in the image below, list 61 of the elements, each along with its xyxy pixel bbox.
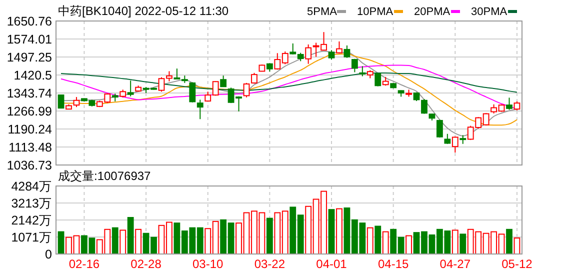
legend-label: 20PMA	[414, 6, 451, 18]
legend-label: 30PMA	[471, 6, 508, 18]
y-tick-label: 0	[45, 247, 52, 262]
candlestick	[351, 58, 358, 73]
y-tick-label: 1071万	[11, 230, 52, 244]
y-tick-label: 3213万	[11, 196, 52, 210]
bar	[460, 234, 466, 254]
bar	[336, 208, 342, 254]
bar	[382, 231, 389, 254]
candlestick	[421, 98, 428, 114]
candlestick	[359, 66, 366, 77]
bar	[366, 227, 374, 254]
y-tick-label: 1190.24	[8, 122, 52, 136]
bar	[328, 209, 335, 254]
y-tick-label: 1266.99	[6, 104, 52, 118]
x-tick-label: 02-28	[130, 257, 162, 271]
candlestick	[196, 99, 204, 120]
candlestick	[444, 133, 451, 144]
y-tick-label: 1650.76	[6, 14, 52, 28]
x-tick-label: 04-27	[440, 257, 471, 271]
candlestick	[374, 72, 382, 87]
y-tick-label: 1420.5	[14, 68, 52, 82]
candlestick	[58, 94, 64, 109]
bar	[127, 216, 134, 254]
y-tick-label: 2142万	[11, 213, 52, 228]
x-tick-label: 05-12	[502, 257, 533, 271]
x-tick-label: 04-01	[316, 257, 348, 271]
candlestick	[189, 82, 196, 103]
bar	[266, 218, 273, 254]
y-tick-label: 4284万	[11, 179, 52, 194]
candlestick	[305, 44, 312, 64]
chart-title: 成交量:10076937	[58, 169, 152, 183]
bar	[452, 230, 458, 254]
x-tick-label: 03-10	[192, 257, 224, 271]
x-tick-label: 03-22	[254, 257, 286, 271]
candlestick	[344, 44, 350, 58]
candlestick	[328, 50, 335, 60]
y-tick-label: 1113.48	[8, 140, 52, 154]
bar	[506, 228, 512, 254]
legend-label: 10PMA	[357, 6, 394, 18]
bar	[374, 226, 382, 254]
line-series	[60, 72, 518, 93]
x-tick-label: 04-15	[378, 257, 409, 271]
candlestick	[243, 82, 250, 98]
legend-label: 5PMA	[307, 6, 338, 18]
candlestick	[514, 100, 520, 111]
bar	[112, 227, 118, 254]
y-tick-label: 1343.74	[6, 86, 52, 100]
candlestick	[220, 75, 227, 88]
bar	[120, 230, 126, 254]
chart-title: 中药[BK1040] 2022-05-12 11:30	[58, 4, 229, 18]
x-tick-label: 02-16	[68, 257, 100, 271]
candlestick	[506, 97, 512, 110]
candlestick	[336, 40, 342, 54]
bar	[406, 235, 412, 254]
candlestick	[452, 136, 458, 154]
y-tick-label: 1574.01	[6, 32, 52, 46]
candlestick	[127, 80, 134, 97]
y-tick-label: 1036.73	[6, 158, 52, 172]
bar	[135, 228, 142, 254]
y-tick-label: 1497.25	[6, 50, 52, 64]
